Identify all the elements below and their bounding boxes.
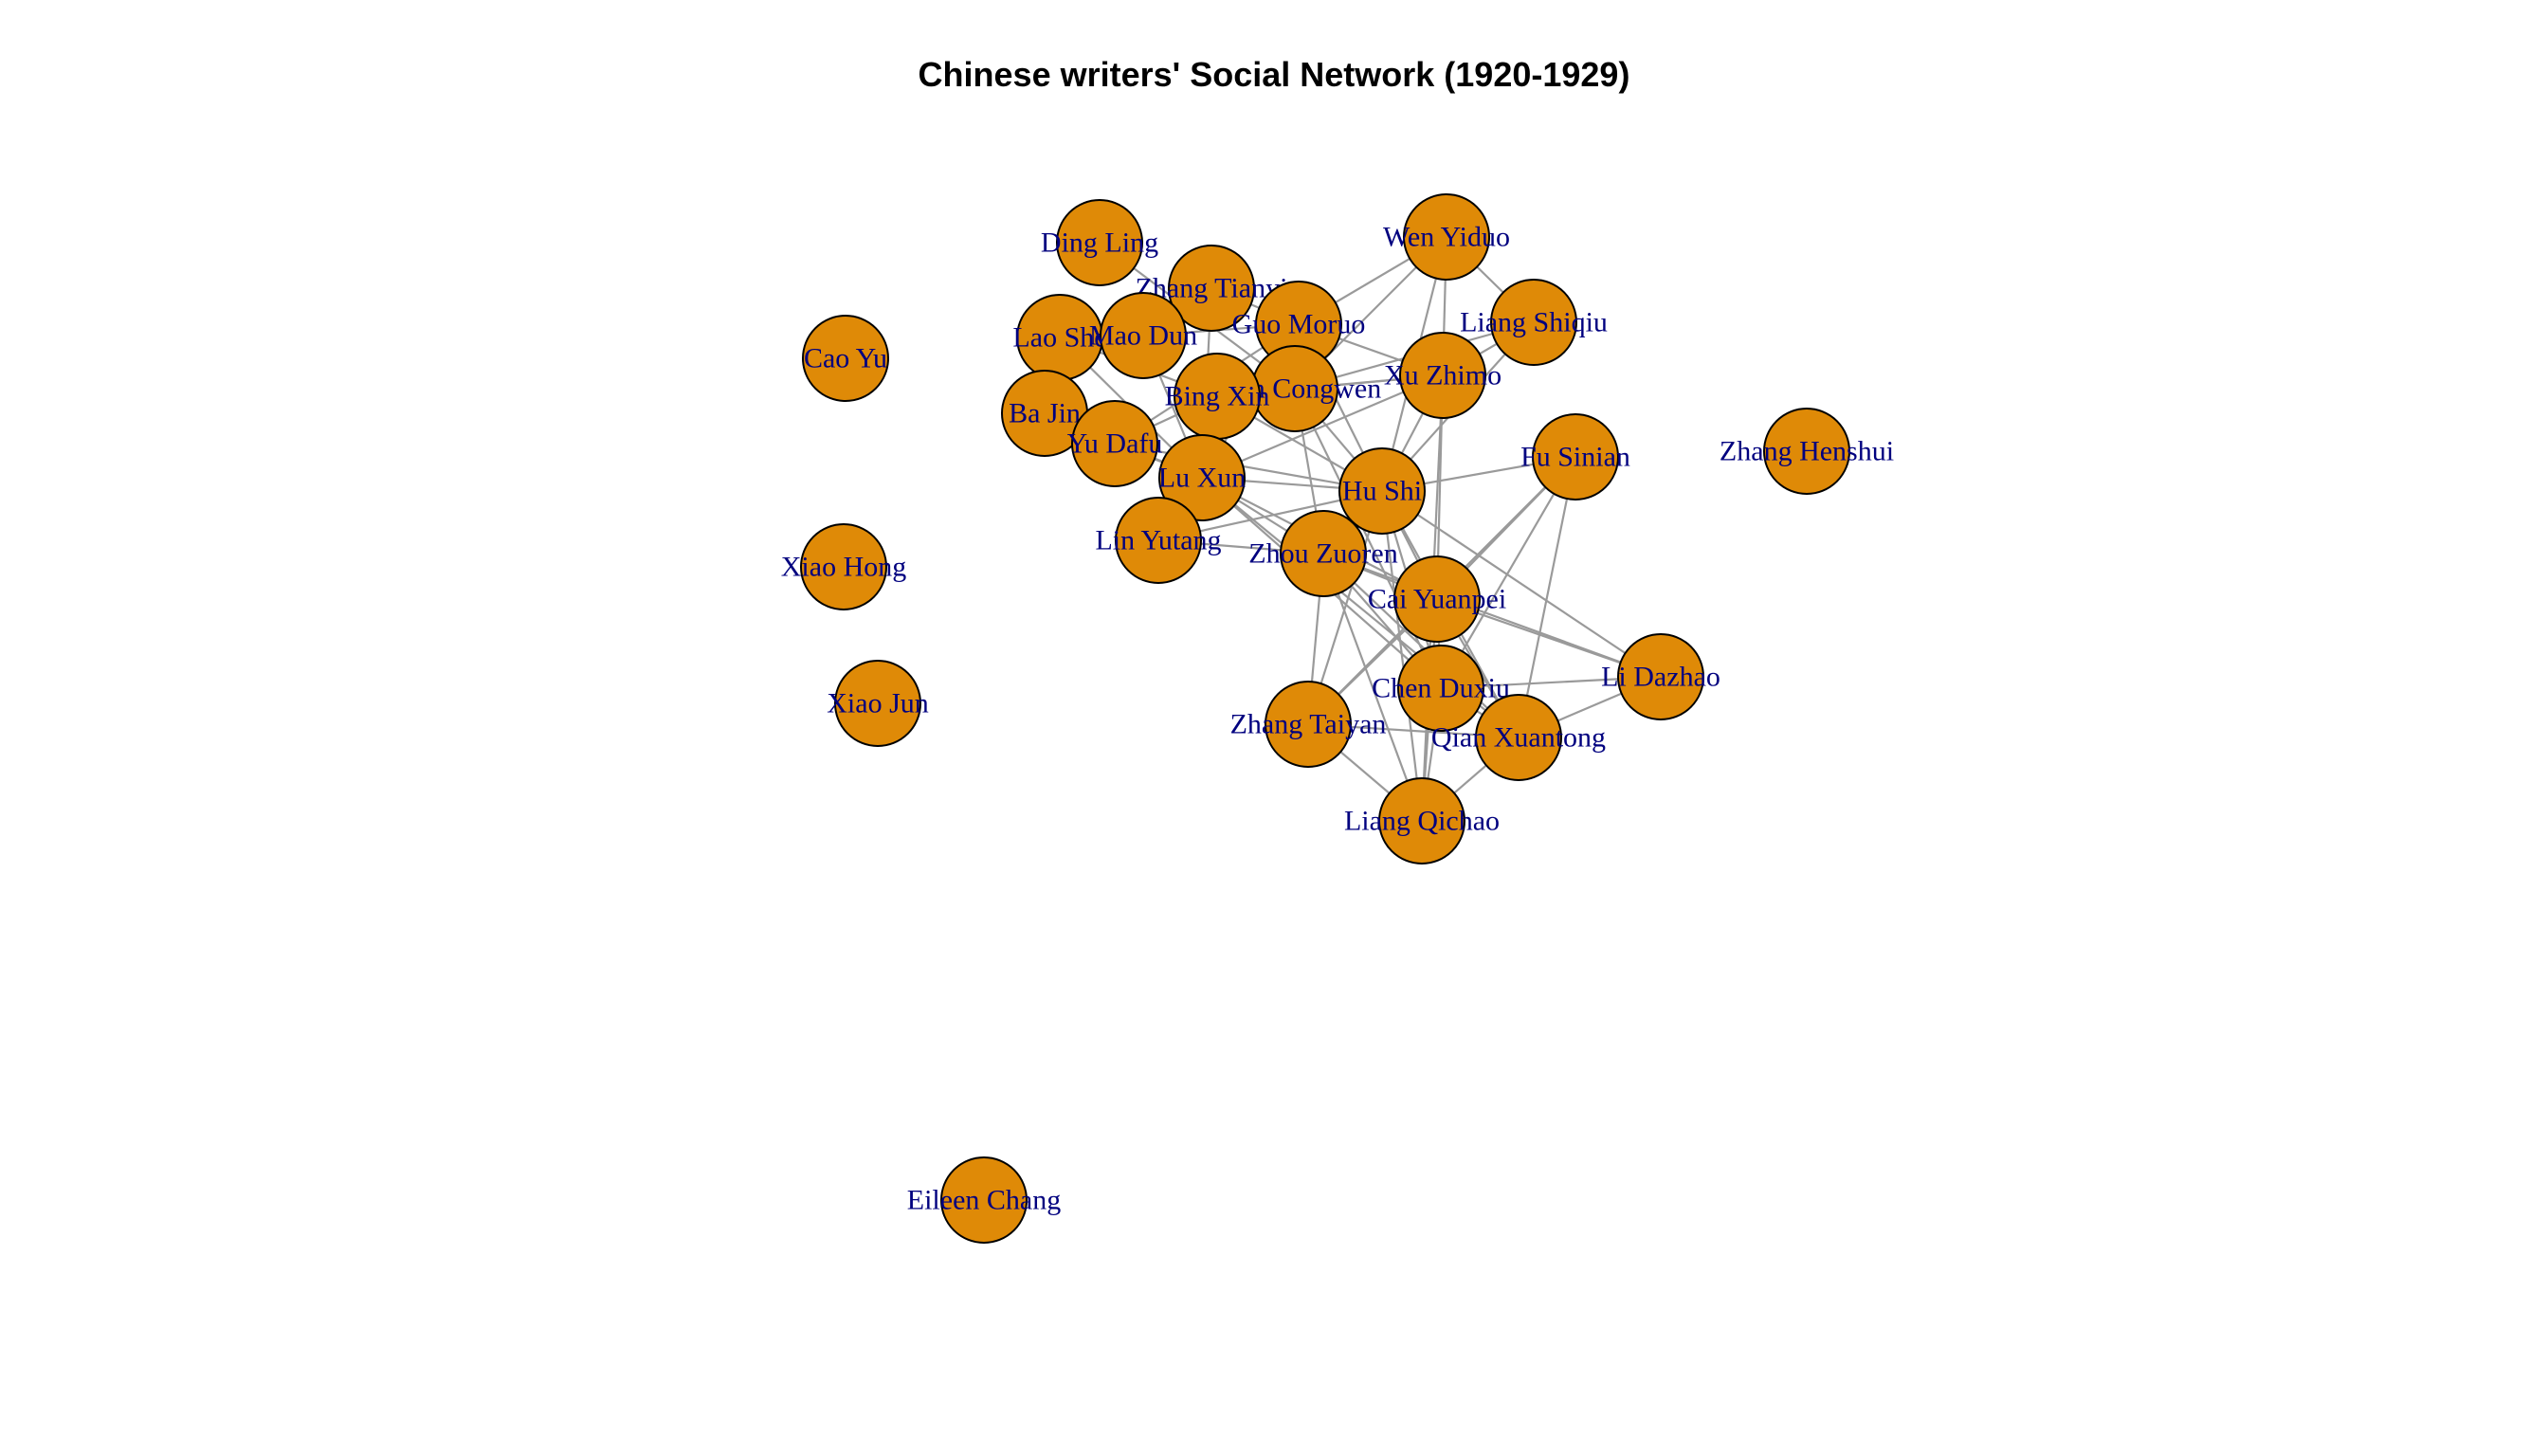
edge-hu_shi-liang_qichao xyxy=(1380,490,1424,822)
node-li_dazhao: Li Dazhao xyxy=(1601,633,1720,720)
node-circle xyxy=(1397,645,1484,732)
node-chen_duxiu: Chen Duxiu xyxy=(1372,645,1510,732)
node-label: Zhang Henshui xyxy=(1720,436,1894,467)
node-mao_dun: Mao Dun xyxy=(1089,292,1197,379)
node-cai_yuanpei: Cai Yuanpei xyxy=(1368,555,1506,643)
node-liang_qichao: Liang Qichao xyxy=(1344,777,1500,864)
node-label: Liang Qichao xyxy=(1344,806,1500,837)
edge-chen_duxiu-fu_sinian xyxy=(1440,456,1576,689)
node-label: Li Dazhao xyxy=(1601,662,1720,693)
node-label: Liang Shiqiu xyxy=(1460,307,1608,338)
node-lin_yutang: Lin Yutang xyxy=(1095,497,1222,584)
node-circle xyxy=(1071,400,1158,487)
edge-zhou_zuoren-qian_xuantong xyxy=(1322,553,1520,738)
node-label: Xiao Jun xyxy=(827,688,929,719)
node-lu_xun: Lu Xun xyxy=(1158,434,1247,521)
node-xiao_hong: Xiao Hong xyxy=(781,523,906,610)
node-label: Zhou Zuoren xyxy=(1248,538,1397,570)
node-circle xyxy=(1056,199,1143,286)
node-label: Qian Xuantong xyxy=(1431,722,1606,754)
node-label: Cao Yu xyxy=(804,343,887,374)
node-circle xyxy=(800,523,887,610)
node-circle xyxy=(1265,681,1352,768)
node-hu_shi: Hu Shi xyxy=(1338,447,1426,535)
node-zhang_taiyan: Zhang Taiyan xyxy=(1230,681,1387,768)
node-yu_dafu: Yu Dafu xyxy=(1067,400,1163,487)
node-label: Lu Xun xyxy=(1158,463,1247,494)
node-circle xyxy=(1168,245,1255,332)
node-circle xyxy=(802,315,889,402)
node-liang_shiqiu: Liang Shiqiu xyxy=(1460,279,1608,366)
node-circle xyxy=(1100,292,1187,379)
node-label: Cai Yuanpei xyxy=(1368,584,1506,615)
node-label: Mao Dun xyxy=(1089,320,1197,352)
edge-hu_shi-li_dazhao xyxy=(1381,490,1662,678)
node-circle xyxy=(1763,408,1850,495)
node-circle xyxy=(940,1156,1028,1244)
node-label: Xu Zhimo xyxy=(1384,360,1502,391)
node-circle xyxy=(834,660,921,747)
node-qian_xuantong: Qian Xuantong xyxy=(1431,694,1606,781)
node-circle xyxy=(1280,510,1367,597)
node-ba_jin: Ba Jin xyxy=(1001,370,1088,457)
edge-zhou_zuoren-liang_qichao xyxy=(1321,553,1424,822)
node-circle xyxy=(1475,694,1562,781)
node-xu_zhimo: Xu Zhimo xyxy=(1384,332,1502,419)
node-bing_xin: Bing Xin xyxy=(1165,353,1270,440)
node-label: Eileen Chang xyxy=(907,1185,1061,1216)
node-eileen_chang: Eileen Chang xyxy=(907,1156,1061,1244)
graph-title: Chinese writers' Social Network (1920-19… xyxy=(919,55,1630,94)
node-circle xyxy=(1378,777,1465,864)
edge-hu_shi-yu_dafu xyxy=(1114,442,1383,493)
node-circle xyxy=(1532,413,1619,500)
node-circle xyxy=(1490,279,1577,366)
node-label: Ba Jin xyxy=(1009,398,1081,429)
node-guo_moruo: Guo Moruo xyxy=(1232,281,1366,368)
node-zhang_henshui: Zhang Henshui xyxy=(1720,408,1894,495)
node-circle xyxy=(1399,332,1486,419)
node-ding_ling: Ding Ling xyxy=(1041,199,1158,286)
node-label: Zhang Taiyan xyxy=(1230,709,1387,740)
node-label: Yu Dafu xyxy=(1067,428,1163,460)
node-label: Bing Xin xyxy=(1165,381,1270,412)
node-label: Chen Duxiu xyxy=(1372,673,1510,704)
node-circle xyxy=(1115,497,1202,584)
node-label: Lin Yutang xyxy=(1095,525,1221,556)
edge-fu_sinian-qian_xuantong xyxy=(1517,456,1577,738)
node-label: Ding Ling xyxy=(1041,228,1158,259)
node-label: Fu Sinian xyxy=(1520,442,1630,473)
node-fu_sinian: Fu Sinian xyxy=(1520,413,1630,500)
edge-lu_xun-xu_zhimo xyxy=(1201,373,1444,480)
node-circle xyxy=(1158,434,1246,521)
edge-chen_duxiu-shen_congwen xyxy=(1294,388,1442,689)
node-circle xyxy=(1338,447,1426,535)
node-label: Guo Moruo xyxy=(1232,309,1366,340)
node-zhou_zuoren: Zhou Zuoren xyxy=(1248,510,1398,597)
node-xiao_jun: Xiao Jun xyxy=(827,660,929,747)
node-circle xyxy=(1403,193,1490,281)
node-label: Xiao Hong xyxy=(781,552,906,583)
node-label: Wen Yiduo xyxy=(1383,222,1510,253)
node-label: Hu Shi xyxy=(1342,476,1422,507)
node-cao_yu: Cao Yu xyxy=(802,315,889,402)
node-circle xyxy=(1617,633,1704,720)
node-label: Lao She xyxy=(1012,322,1106,354)
node-circle xyxy=(1393,555,1481,643)
edge-li_dazhao-zhou_zuoren xyxy=(1322,552,1662,679)
node-wen_yiduo: Wen Yiduo xyxy=(1383,193,1510,281)
